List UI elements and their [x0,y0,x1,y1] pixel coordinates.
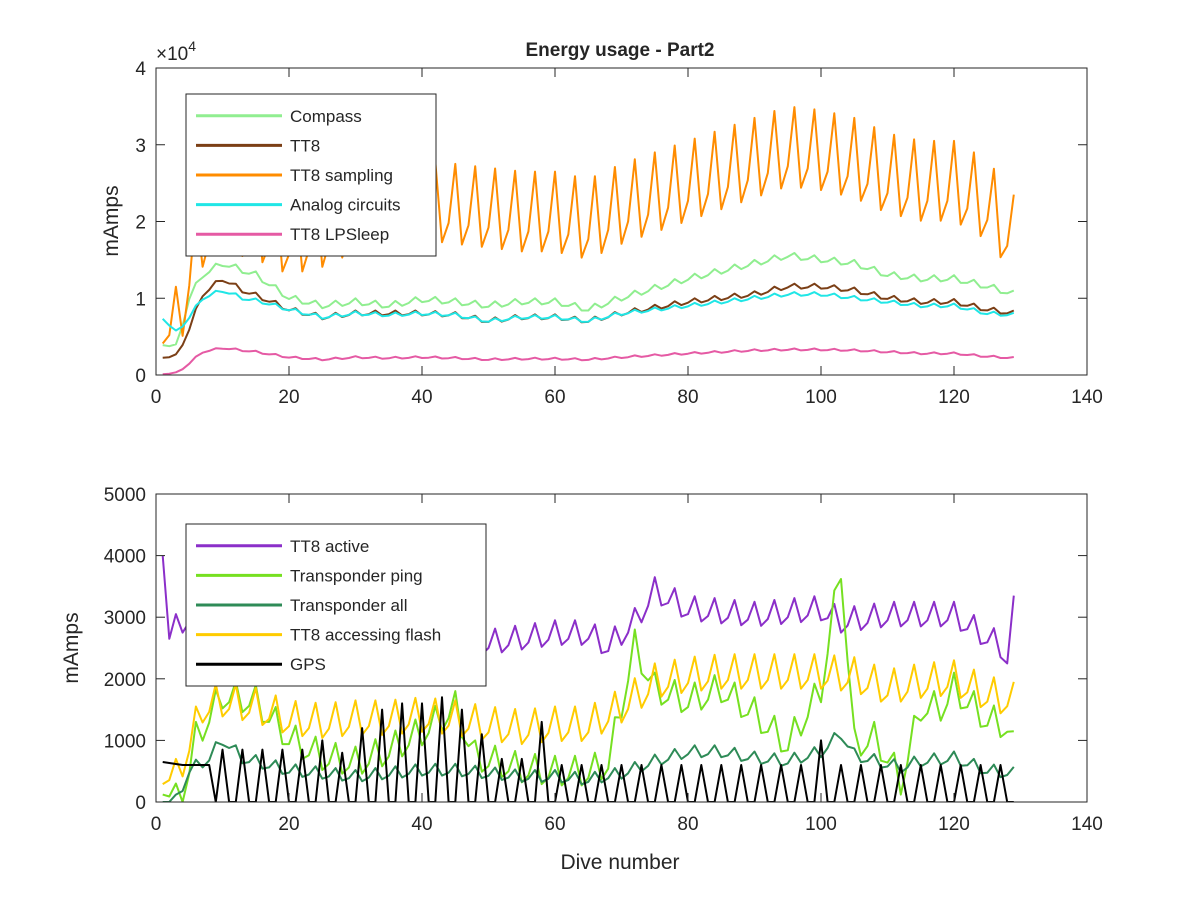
top-axes: Energy usage - Part2 ×104 mAmps 0 20 40 60 8… [100,38,1103,408]
y-tick-label: 4000 [104,547,146,568]
legend-label: TT8 active [290,537,369,556]
series-group [161,106,1015,375]
x-tick-label: 60 [544,814,565,835]
x-tick-label: 0 [151,814,162,835]
series-line-tt8-lpsleep [162,347,1014,375]
series-line-compass [162,252,1015,348]
axes-frame [155,493,1088,803]
x-tick-label: 100 [805,814,837,835]
x-tick-label: 80 [677,387,698,408]
y-tick-label: 2000 [104,670,146,691]
y-tick-label: 3000 [104,608,146,629]
series-line-tt8-accessing-flash [162,653,1015,785]
chart-title: Energy usage - Part2 [525,40,714,61]
legend-label: GPS [290,655,326,674]
series-line-analog-circuits [161,289,1015,332]
x-tick-label: 80 [677,814,698,835]
legend-label: TT8 sampling [290,166,393,185]
y-tick-label: 0 [135,366,146,387]
legend-label: Transponder all [290,596,408,615]
top-y-axis-label: mAmps [100,185,123,256]
x-tick-label: 120 [938,814,970,835]
x-tick-label: 20 [278,814,299,835]
series-line-transponder-ping [162,578,1014,802]
legend-label: Compass [290,107,362,126]
y-exponent-label: ×104 [156,38,196,65]
series-line-gps [162,696,1014,802]
x-tick-label: 100 [805,387,837,408]
x-tick-label: 20 [278,387,299,408]
y-tick-label: 3 [135,136,146,157]
y-tick-label: 5000 [104,485,146,506]
y-tick-label: 1000 [104,731,146,752]
series-line-transponder-all [162,732,1015,802]
y-tick-label: 2 [135,213,146,234]
y-tick-label: 4 [135,59,146,80]
y-tick-label: 1 [135,289,146,310]
legend-label: TT8 [290,136,320,155]
x-tick-label: 120 [938,387,970,408]
bottom-axes: mAmps Dive number 0 20 40 60 80 100 120 140 0 100… [60,485,1103,874]
y-tick-label: 0 [135,793,146,814]
legend-label: TT8 LPSleep [290,225,389,244]
x-axis-label: Dive number [560,851,679,874]
x-tick-label: 60 [544,387,565,408]
legend-label: TT8 accessing flash [290,626,441,645]
bottom-y-axis-label: mAmps [60,612,83,683]
series-line-tt8-sampling [161,106,1015,345]
x-tick-label: 0 [151,387,162,408]
x-tick-label: 40 [411,387,432,408]
x-tick-label: 140 [1071,814,1103,835]
legend-label: Transponder ping [290,566,423,585]
legend-label: Analog circuits [290,196,401,215]
x-tick-label: 140 [1071,387,1103,408]
x-tick-label: 40 [411,814,432,835]
